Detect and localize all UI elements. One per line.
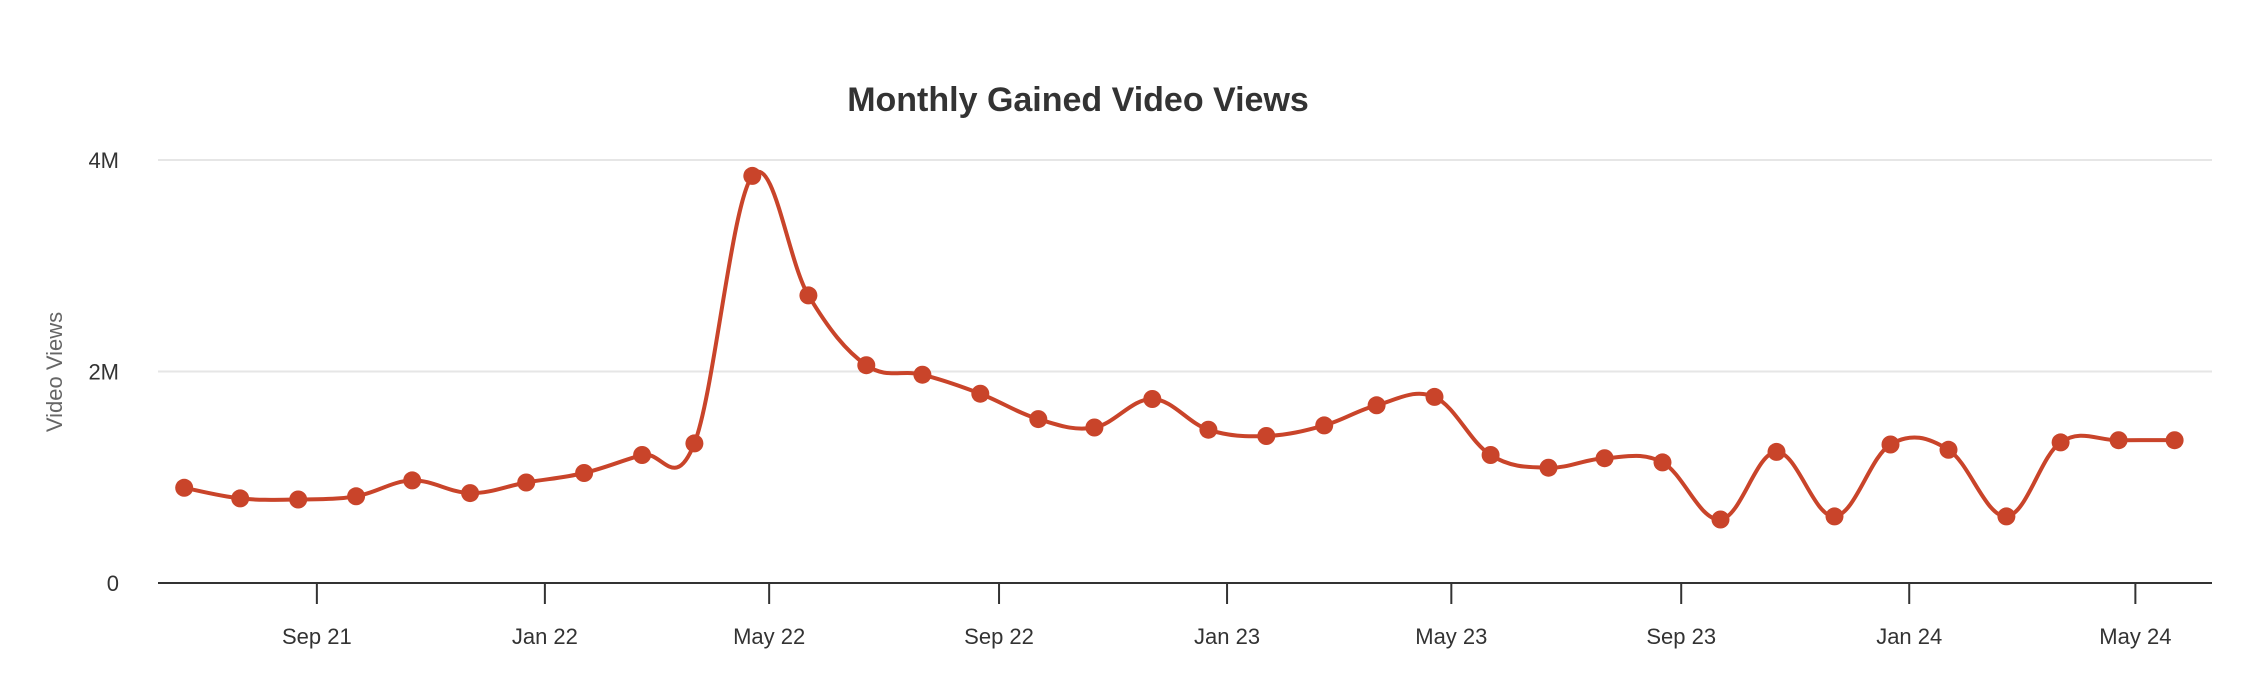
data-points <box>175 166 2184 529</box>
y-axis-labels: 0 2M 4M <box>88 148 119 596</box>
data-point <box>1997 507 2016 526</box>
y-tick-label: 0 <box>107 571 119 596</box>
series-line <box>182 170 2177 522</box>
data-point <box>1029 410 1048 429</box>
y-tick-label: 2M <box>88 360 119 385</box>
x-tick-label: May 23 <box>1415 624 1487 649</box>
data-point <box>799 286 818 305</box>
y-grid <box>158 159 2212 373</box>
data-point <box>1825 507 1844 526</box>
data-point <box>289 490 308 509</box>
data-point <box>517 473 536 492</box>
x-tick-label: Jan 23 <box>1194 624 1260 649</box>
x-tick-label: Sep 22 <box>964 624 1034 649</box>
data-point <box>633 446 652 464</box>
data-point <box>2051 433 2070 452</box>
data-point <box>1711 510 1730 529</box>
x-tick-label: May 22 <box>733 624 805 649</box>
x-tick-label: Jan 22 <box>512 624 578 649</box>
data-point <box>2109 431 2128 450</box>
data-point <box>1881 435 1900 454</box>
chart-title: Monthly Gained Video Views <box>847 81 1309 119</box>
data-point <box>2165 431 2184 450</box>
data-point <box>857 356 876 375</box>
data-point <box>1595 449 1614 468</box>
data-point <box>1539 458 1558 477</box>
data-point <box>1653 453 1672 472</box>
x-tick-label: Sep 23 <box>1646 624 1716 649</box>
x-axis: Sep 21 Jan 22 May 22 Sep 22 Jan 23 May 23 Sep … <box>282 583 2171 649</box>
data-point <box>575 464 594 482</box>
data-point <box>913 365 932 384</box>
x-tick-label: May 24 <box>2099 624 2171 649</box>
x-tick-label: Jan 24 <box>1876 624 1942 649</box>
data-point <box>1257 427 1276 445</box>
data-point <box>461 484 480 503</box>
data-point <box>403 471 422 490</box>
data-point <box>1143 390 1162 408</box>
data-point <box>1939 440 1958 459</box>
data-point <box>1367 396 1386 415</box>
data-point <box>175 478 194 497</box>
data-point <box>231 489 250 508</box>
data-point <box>685 434 704 453</box>
data-point <box>1085 418 1104 437</box>
data-point <box>347 487 366 506</box>
x-tick-label: Sep 21 <box>282 624 352 649</box>
data-point <box>1315 416 1334 435</box>
data-point <box>1767 442 1786 461</box>
y-tick-label: 4M <box>88 148 119 173</box>
y-axis-title: Video Views <box>42 312 67 432</box>
data-point <box>743 166 762 185</box>
data-point <box>1425 387 1444 406</box>
data-point <box>1199 420 1218 439</box>
data-point <box>1481 446 1500 464</box>
data-point <box>971 384 990 403</box>
